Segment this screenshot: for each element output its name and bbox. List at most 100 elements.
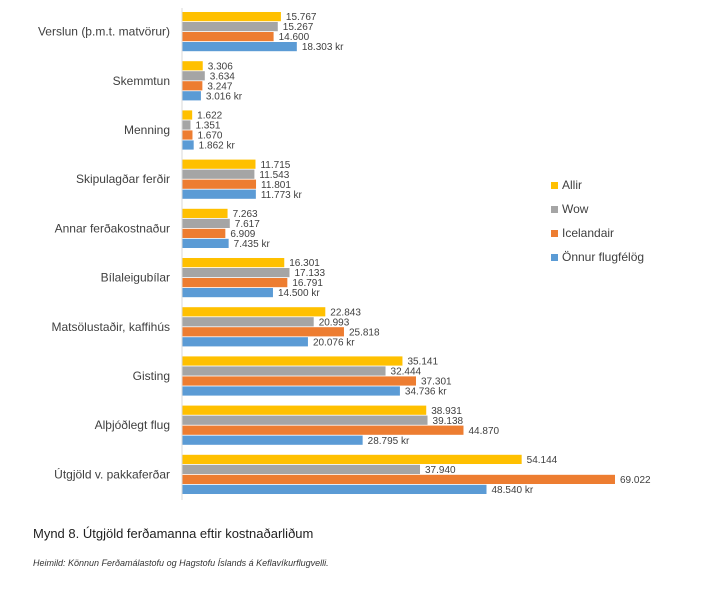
data-label: 3.634: [210, 71, 235, 82]
data-label: 18.303 kr: [302, 42, 344, 53]
legend-marker: [551, 254, 558, 261]
figure-source: Heimild: Könnun Ferðamálastofu og Hagsto…: [33, 558, 329, 568]
category-label: Verslun (þ.m.t. matvörur): [38, 25, 170, 39]
data-label: 54.144: [527, 455, 558, 466]
data-label: 16.791: [292, 278, 323, 289]
legend-label: Allir: [562, 178, 582, 192]
figure-caption: Mynd 8. Útgjöld ferðamanna eftir kostnað…: [33, 526, 314, 541]
category-label: Skemmtun: [113, 74, 170, 88]
data-label: 6.909: [230, 229, 255, 240]
bar: [182, 415, 428, 425]
bar: [182, 238, 229, 248]
data-label: 11.773 kr: [261, 190, 303, 201]
data-label: 35.141: [407, 357, 438, 368]
bar: [182, 218, 230, 228]
legend-marker: [551, 230, 558, 237]
data-label: 16.301: [289, 258, 320, 269]
data-label: 34.736 kr: [405, 387, 447, 398]
bar: [182, 22, 278, 32]
data-label: 37.940: [425, 465, 456, 476]
data-label: 1.670: [197, 131, 222, 142]
data-label: 28.795 kr: [368, 436, 410, 447]
bar: [182, 12, 281, 22]
data-label: 15.767: [286, 12, 317, 23]
bar: [182, 159, 256, 169]
bar: [182, 81, 203, 91]
bar: [182, 278, 288, 288]
data-label: 7.617: [235, 219, 260, 230]
data-label: 48.540 kr: [492, 485, 534, 496]
bar: [182, 484, 487, 494]
bar: [182, 268, 290, 278]
data-label: 69.022: [620, 475, 651, 486]
data-label: 39.138: [433, 416, 464, 427]
data-label: 32.444: [391, 367, 422, 378]
data-label: 17.133: [294, 268, 325, 279]
data-label: 11.543: [259, 170, 289, 181]
category-label: Bílaleigubílar: [101, 271, 170, 285]
category-label: Útgjöld v. pakkaferðar: [54, 466, 170, 481]
bar: [182, 228, 226, 238]
data-label: 11.801: [261, 180, 291, 191]
data-label: 3.247: [207, 81, 232, 92]
bar: [182, 435, 363, 445]
bar: [182, 61, 203, 71]
data-label: 1.862 kr: [199, 141, 236, 152]
bar: [182, 71, 205, 81]
data-label: 1.351: [195, 121, 220, 132]
category-label: Matsölustaðir, kaffihús: [51, 320, 170, 334]
bar: [182, 110, 193, 120]
data-label: 14.500 kr: [278, 288, 320, 299]
category-label: Annar ferðakostnaður: [55, 221, 170, 235]
data-label: 22.843: [330, 307, 361, 318]
data-label: 37.301: [421, 377, 452, 388]
bar: [182, 317, 314, 327]
legend-label: Wow: [562, 202, 589, 216]
data-label: 20.076 kr: [313, 337, 355, 348]
bar: [182, 376, 417, 386]
data-label: 25.818: [349, 327, 380, 338]
bar: [182, 179, 257, 189]
bar: [182, 258, 285, 268]
category-label: Skipulagðar ferðir: [76, 172, 170, 186]
bar: [182, 288, 273, 298]
bar: [182, 366, 386, 376]
bar: [182, 454, 522, 464]
chart: Verslun (þ.m.t. matvörur) 15.767 15.267 14.…: [38, 8, 651, 500]
data-label: 20.993: [319, 317, 350, 328]
data-label: 11.715: [260, 160, 290, 171]
bar: [182, 464, 421, 474]
bar: [182, 91, 201, 101]
bar: [182, 386, 400, 396]
bar: [182, 405, 427, 415]
data-label: 3.016 kr: [206, 91, 243, 102]
data-label: 14.600: [279, 32, 310, 43]
data-label: 44.870: [468, 426, 499, 437]
legend-label: Icelandair: [562, 226, 614, 240]
legend-label: Önnur flugfélög: [562, 250, 644, 264]
legend-marker: [551, 182, 558, 189]
bar: [182, 120, 191, 130]
data-label: 15.267: [283, 22, 314, 33]
bar: [182, 130, 193, 140]
bar: [182, 337, 308, 347]
category-label: Alþjóðlegt flug: [95, 418, 170, 432]
data-label: 7.435 kr: [234, 239, 271, 250]
bar: [182, 327, 344, 337]
category-label: Gisting: [133, 369, 170, 383]
data-label: 3.306: [208, 61, 233, 72]
bar: [182, 356, 403, 366]
bar: [182, 208, 228, 218]
data-label: 1.622: [197, 111, 222, 122]
bar: [182, 169, 255, 179]
bar-chart: Verslun (þ.m.t. matvörur)15.76715.26714.…: [38, 8, 651, 500]
bar: [182, 474, 615, 484]
bar: [182, 42, 297, 52]
bar: [182, 425, 464, 435]
bar: [182, 32, 274, 42]
data-label: 38.931: [431, 406, 462, 417]
data-label: 7.263: [233, 209, 258, 220]
category-label: Menning: [124, 123, 170, 137]
legend-marker: [551, 206, 558, 213]
bar: [182, 189, 256, 199]
